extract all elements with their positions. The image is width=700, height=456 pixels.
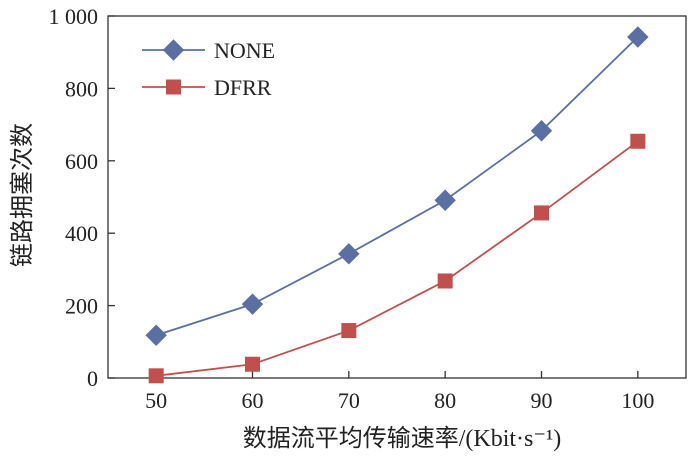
x-tick-label: 60 — [242, 388, 264, 413]
y-tick-label: 600 — [65, 149, 98, 174]
x-tick-label: 50 — [145, 388, 167, 413]
data-point-dfrr — [437, 273, 453, 289]
data-point-none — [241, 293, 264, 315]
x-axis-title: 数据流平均传输速率/(Kbit·s⁻¹) — [243, 425, 562, 452]
data-point-none — [530, 120, 553, 142]
y-axis-title: 链路拥塞次数 — [9, 123, 36, 267]
x-tick-label: 70 — [338, 388, 360, 413]
data-point-dfrr — [534, 205, 549, 221]
x-tick-label: 100 — [621, 388, 654, 413]
y-tick-label: 200 — [65, 294, 98, 319]
legend-label-dfrr: DFRR — [214, 75, 272, 100]
y-tick-label: 1 000 — [49, 4, 99, 29]
legend-marker-dfrr — [166, 79, 181, 95]
data-point-dfrr — [245, 356, 260, 372]
series-line-dfrr — [156, 140, 639, 377]
y-tick-label: 400 — [65, 221, 98, 246]
data-point-dfrr — [630, 133, 646, 149]
series-line-none — [155, 36, 639, 337]
data-point-none — [145, 324, 167, 346]
data-point-dfrr — [148, 368, 164, 384]
data-point-none — [434, 189, 456, 211]
legend-marker-none — [162, 39, 185, 61]
plot-frame — [107, 15, 687, 379]
data-point-none — [338, 243, 360, 265]
y-tick-label: 0 — [87, 366, 98, 391]
x-tick-label: 90 — [531, 388, 553, 413]
data-point-dfrr — [341, 323, 357, 339]
legend-label-none: NONE — [214, 38, 275, 63]
x-tick-label: 80 — [434, 388, 456, 413]
y-tick-label: 800 — [65, 76, 98, 101]
data-point-none — [627, 26, 649, 48]
